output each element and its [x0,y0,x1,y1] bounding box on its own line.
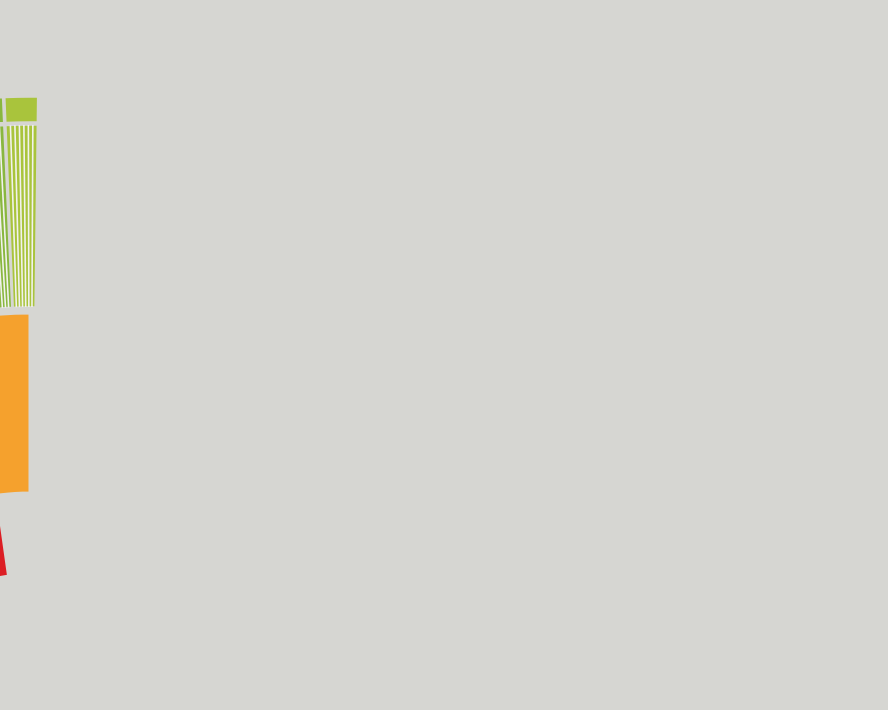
stripe-line-item-21 [14,125,21,308]
stripe-line-item-21 [18,125,24,308]
outer-ring-stripes [0,124,39,309]
stripe-line-item-21 [27,124,30,308]
stripe-line-item-21 [9,125,18,308]
cap-lime [0,96,5,124]
cap-item-21 [4,96,39,124]
stripe-line-lime [0,125,10,308]
inner-ring: SWEETFLORALFRUITY [0,499,12,581]
stripe-line-item-21 [23,125,27,308]
stripe-line-lime [0,259,4,308]
middle-ring: SWEETSWEET AROMATICSBLACK TEAFLORALBERRY… [0,311,32,497]
stripe-line-item-21 [31,125,34,308]
outer-ring-caps [0,96,39,124]
stripe-line-lime [0,199,7,308]
middle-segment-citrus-fruit [0,311,32,497]
inner-segment-fruity [0,499,12,581]
